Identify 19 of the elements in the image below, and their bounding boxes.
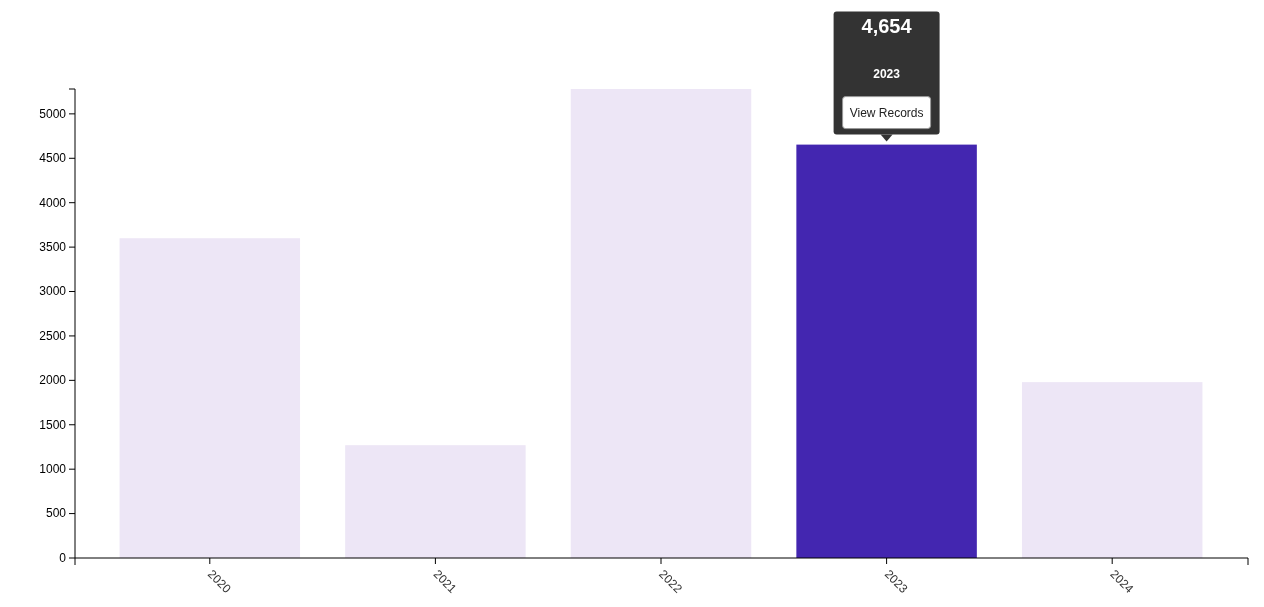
y-tick-label: 3000 — [39, 284, 67, 299]
y-tick-label: 1000 — [39, 462, 67, 477]
bar — [1021, 382, 1203, 558]
y-tick-label: 4000 — [39, 195, 67, 210]
y-tick-label: 5000 — [39, 106, 67, 121]
bar — [796, 144, 977, 558]
y-tick-label: 0 — [59, 550, 67, 565]
view-button: View Records — [842, 96, 932, 130]
bar — [119, 238, 301, 558]
y-tick-label: 4500 — [39, 151, 67, 166]
bar — [345, 445, 526, 558]
annotation: View Records — [849, 105, 924, 120]
tooltip: 4,654 2023 View Records — [833, 11, 940, 142]
y-tick-label: 2500 — [39, 328, 67, 343]
y-tick-label: 1500 — [39, 417, 67, 432]
y-tick-label: 2000 — [39, 373, 67, 388]
bar — [570, 89, 752, 558]
y-tick-label: 3500 — [39, 239, 67, 254]
y-tick-label: 500 — [45, 506, 67, 521]
